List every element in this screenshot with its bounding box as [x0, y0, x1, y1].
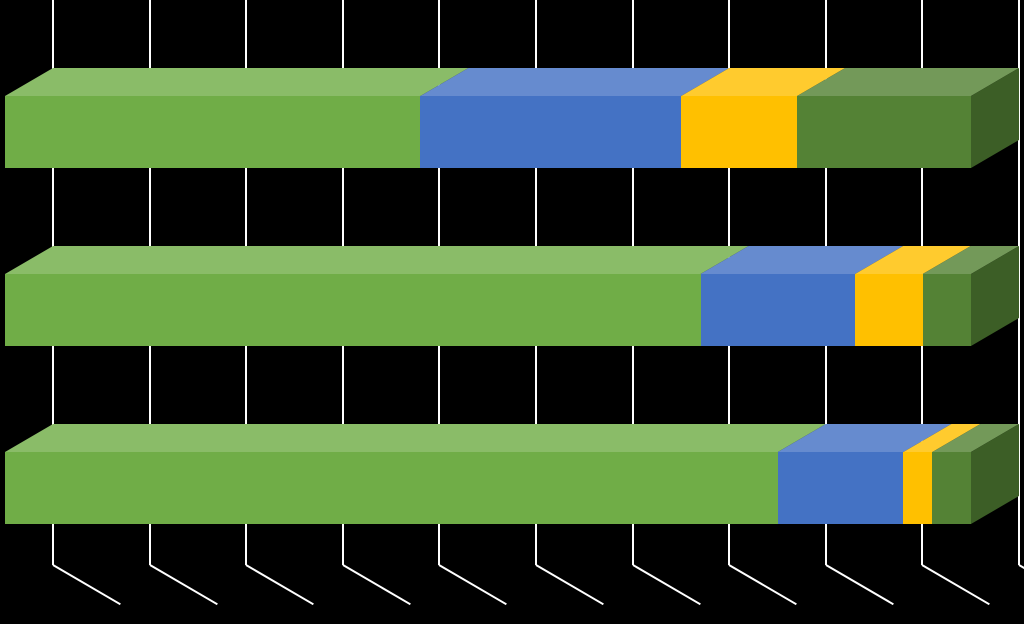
bar-top-face: [5, 68, 1019, 96]
axis-tick: [535, 564, 603, 605]
axis-tick: [439, 564, 507, 605]
bar-segment: [5, 452, 778, 524]
bar-segment: [5, 274, 701, 346]
axis-tick: [342, 564, 410, 605]
bar-segment: [420, 96, 681, 168]
bar-row: [5, 452, 971, 524]
bar-segment: [778, 452, 904, 524]
plot-area: [5, 0, 1019, 624]
bar-row: [5, 96, 971, 168]
axis-tick: [149, 564, 217, 605]
bar-side-face: [971, 68, 1019, 168]
axis-tick: [246, 564, 314, 605]
bar-segment: [903, 452, 932, 524]
axis-tick: [632, 564, 700, 605]
bar-segment: [797, 96, 971, 168]
bar-segment: [855, 274, 923, 346]
bar-segment: [923, 274, 971, 346]
bar-top-face: [5, 246, 1019, 274]
axis-tick: [922, 564, 990, 605]
axis-tick: [1018, 564, 1024, 605]
bar-segment: [681, 96, 797, 168]
stacked-bar-chart: [0, 0, 1024, 624]
axis-tick: [825, 564, 893, 605]
bar-top-face: [5, 424, 1019, 452]
axis-tick: [52, 564, 120, 605]
bar-side-face: [971, 246, 1019, 346]
bar-segment: [701, 274, 856, 346]
bar-row: [5, 274, 971, 346]
bar-side-face: [971, 424, 1019, 524]
axis-tick: [729, 564, 797, 605]
bar-segment: [932, 452, 971, 524]
bar-segment: [5, 96, 420, 168]
